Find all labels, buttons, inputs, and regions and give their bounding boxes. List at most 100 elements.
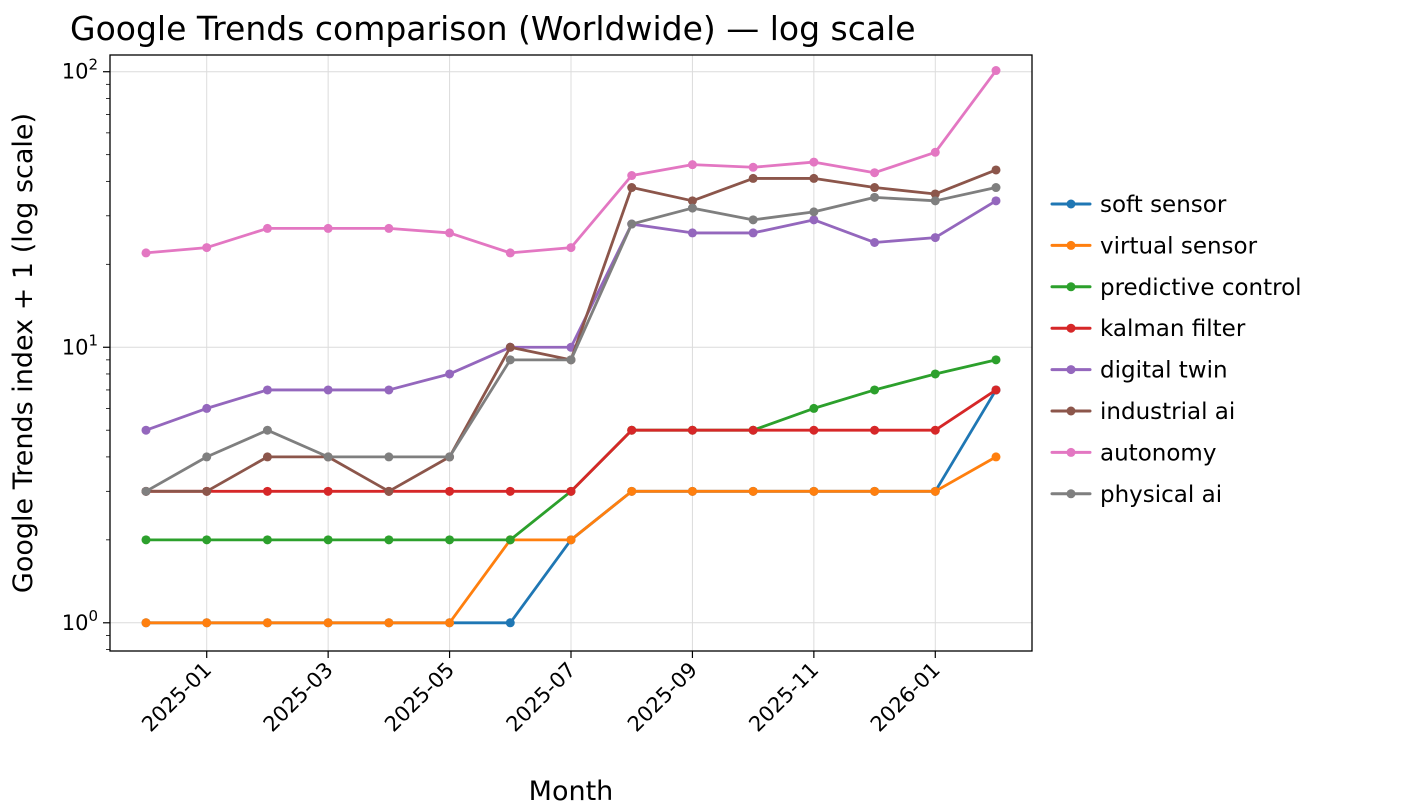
legend-item-predictive-control: predictive control <box>1050 275 1302 301</box>
data-point-kalman-filter <box>262 486 272 496</box>
data-point-digital-twin <box>870 237 880 247</box>
data-point-digital-twin <box>141 425 151 435</box>
data-point-soft-sensor <box>505 618 515 628</box>
legend-marker-sample <box>1066 199 1076 209</box>
legend-marker-sample <box>1066 489 1076 499</box>
data-point-virtual-sensor <box>445 618 455 628</box>
data-point-physical-ai <box>384 452 394 462</box>
data-point-virtual-sensor <box>323 618 333 628</box>
data-point-autonomy <box>870 168 880 178</box>
data-point-physical-ai <box>445 452 455 462</box>
x-tick-label: 2025-05 <box>380 658 459 737</box>
legend-marker-sample <box>1066 240 1076 250</box>
data-point-physical-ai <box>930 196 940 206</box>
data-point-virtual-sensor <box>202 618 212 628</box>
data-point-physical-ai <box>748 215 758 225</box>
legend-marker-sample <box>1066 447 1076 457</box>
data-point-predictive-control <box>202 535 212 545</box>
data-point-autonomy <box>445 228 455 238</box>
x-tick-label: 2026-01 <box>866 658 945 737</box>
legend-item-physical-ai: physical ai <box>1050 482 1222 508</box>
data-point-autonomy <box>141 248 151 258</box>
data-point-predictive-control <box>262 535 272 545</box>
y-tick-label: 102 <box>62 56 98 84</box>
data-point-physical-ai <box>141 486 151 496</box>
y-tick-label: 100 <box>62 607 98 635</box>
y-tick-label: 101 <box>62 331 98 359</box>
data-point-industrial-ai <box>991 165 1001 175</box>
data-point-autonomy <box>323 223 333 233</box>
data-point-virtual-sensor <box>809 486 819 496</box>
legend-marker-sample <box>1066 282 1076 292</box>
plot-area: 2025-01 2025-03 2025-05 2025-07 2025-09 2025-… <box>62 54 1033 737</box>
legend-label: physical ai <box>1100 482 1222 508</box>
legend-item-industrial-ai: industrial ai <box>1050 399 1235 425</box>
legend-label: soft sensor <box>1100 192 1227 218</box>
data-point-autonomy <box>627 171 637 181</box>
data-point-autonomy <box>930 147 940 157</box>
x-tick-label: 2025-11 <box>744 658 823 737</box>
legend-label: autonomy <box>1100 440 1216 466</box>
data-point-digital-twin <box>809 215 819 225</box>
legend-item-autonomy: autonomy <box>1050 440 1216 466</box>
x-tick-label: 2025-01 <box>137 658 216 737</box>
data-point-industrial-ai <box>748 173 758 183</box>
data-point-autonomy <box>262 223 272 233</box>
data-point-predictive-control <box>445 535 455 545</box>
data-point-kalman-filter <box>930 425 940 435</box>
data-point-autonomy <box>384 223 394 233</box>
legend-item-digital-twin: digital twin <box>1050 358 1228 384</box>
data-point-kalman-filter <box>809 425 819 435</box>
data-point-physical-ai <box>627 219 637 229</box>
data-point-autonomy <box>505 248 515 258</box>
legend-label: industrial ai <box>1100 399 1235 425</box>
data-point-kalman-filter <box>566 486 576 496</box>
data-point-predictive-control <box>323 535 333 545</box>
legend: soft sensor virtual sensor predictive cont… <box>1050 192 1302 508</box>
data-point-physical-ai <box>991 183 1001 193</box>
legend-label: predictive control <box>1100 275 1302 301</box>
data-point-physical-ai <box>202 452 212 462</box>
legend-label: kalman filter <box>1100 316 1246 342</box>
data-point-kalman-filter <box>991 385 1001 395</box>
data-point-predictive-control <box>870 385 880 395</box>
data-point-autonomy <box>809 157 819 167</box>
data-point-industrial-ai <box>870 183 880 193</box>
data-point-industrial-ai <box>202 486 212 496</box>
data-point-industrial-ai <box>627 183 637 193</box>
data-point-digital-twin <box>991 196 1001 206</box>
data-point-kalman-filter <box>505 486 515 496</box>
data-point-predictive-control <box>930 369 940 379</box>
data-point-physical-ai <box>505 355 515 365</box>
data-point-digital-twin <box>202 403 212 413</box>
data-point-digital-twin <box>323 385 333 395</box>
x-tick-label: 2025-07 <box>502 658 581 737</box>
data-point-autonomy <box>202 243 212 253</box>
data-point-virtual-sensor <box>262 618 272 628</box>
data-point-industrial-ai <box>505 342 515 352</box>
data-point-virtual-sensor <box>141 618 151 628</box>
y-axis-label: Google Trends index + 1 (log scale) <box>8 113 39 593</box>
x-tick-label: 2025-03 <box>259 658 338 737</box>
x-tick-label: 2025-09 <box>623 658 702 737</box>
data-point-virtual-sensor <box>384 618 394 628</box>
legend-item-virtual-sensor: virtual sensor <box>1050 233 1258 259</box>
legend-item-soft-sensor: soft sensor <box>1050 192 1227 218</box>
data-point-predictive-control <box>505 535 515 545</box>
data-point-digital-twin <box>445 369 455 379</box>
legend-marker-sample <box>1066 406 1076 416</box>
data-point-virtual-sensor <box>687 486 697 496</box>
data-point-predictive-control <box>991 355 1001 365</box>
data-point-digital-twin <box>262 385 272 395</box>
data-point-virtual-sensor <box>566 535 576 545</box>
data-point-industrial-ai <box>687 196 697 206</box>
legend-marker-sample <box>1066 365 1076 375</box>
x-axis-label: Month <box>529 776 614 807</box>
data-point-virtual-sensor <box>930 486 940 496</box>
data-point-virtual-sensor <box>627 486 637 496</box>
legend-marker-sample <box>1066 323 1076 333</box>
data-point-kalman-filter <box>323 486 333 496</box>
data-point-digital-twin <box>687 228 697 238</box>
